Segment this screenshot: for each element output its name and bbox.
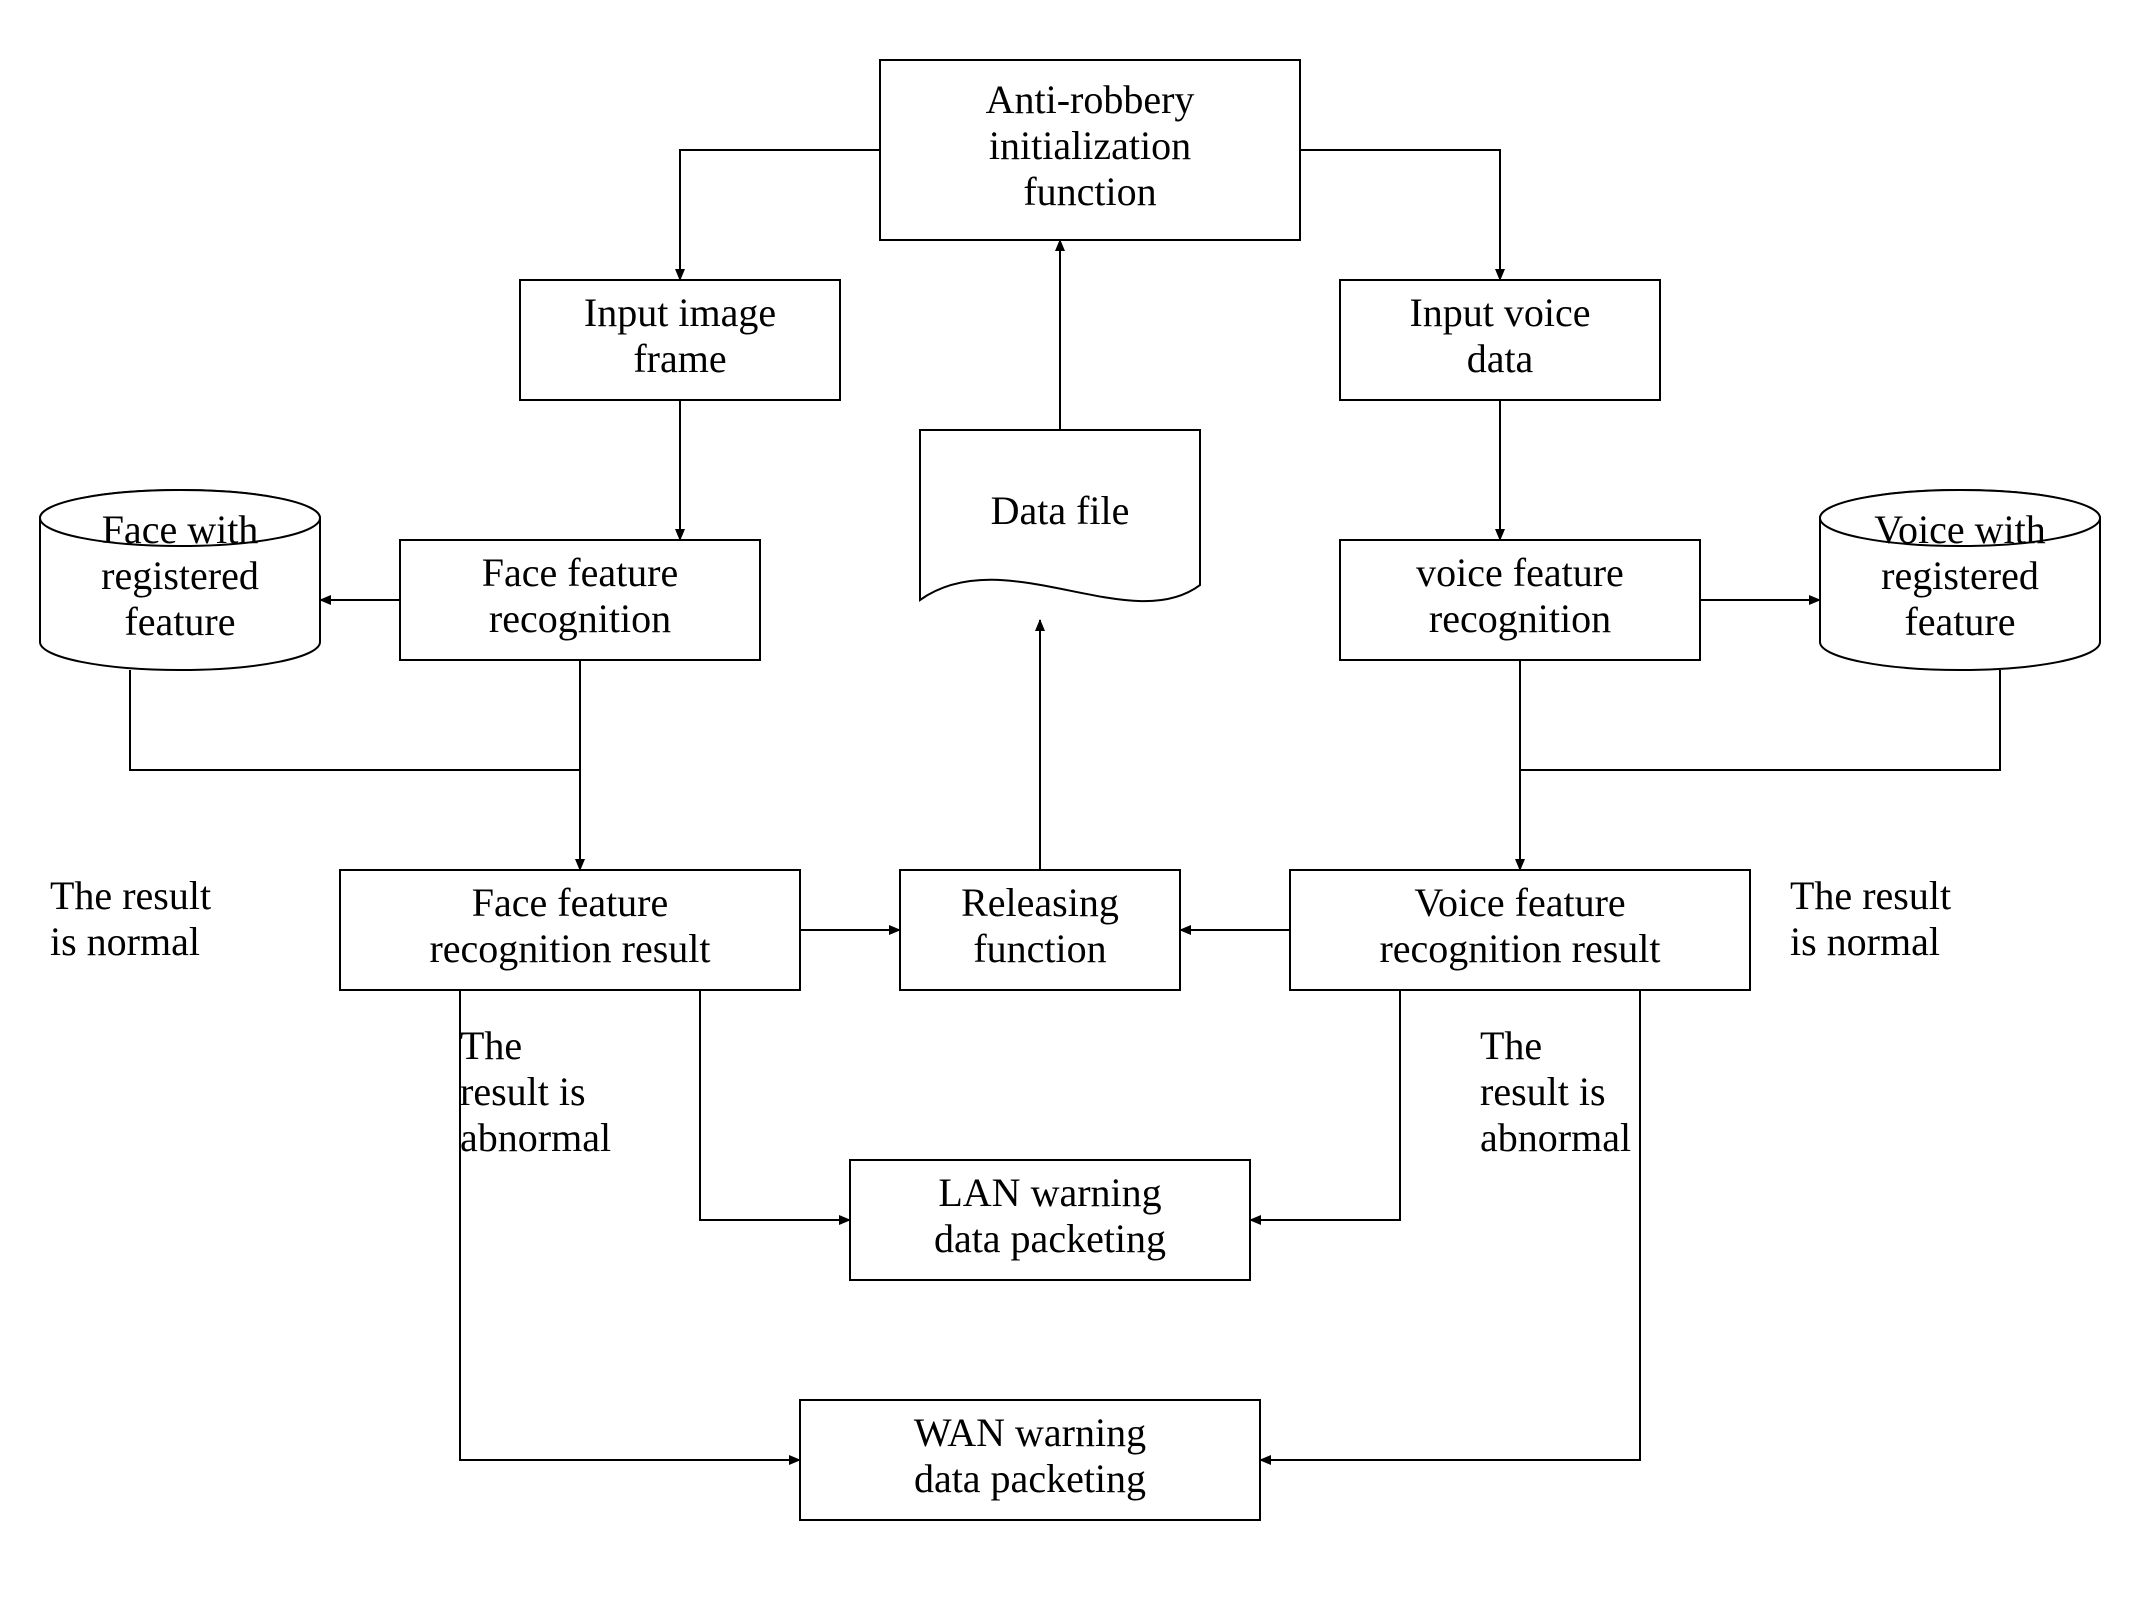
diagram.nodes.face_db-line-1: registered [101, 553, 259, 598]
diagram.nodes.lan-line-1: data packeting [934, 1216, 1166, 1261]
node-face_db: Face withregisteredfeature [40, 490, 320, 670]
node-input_image: Input imageframe [520, 280, 840, 400]
label-right_normal: The resultis normal [1790, 873, 1951, 964]
label-left_abnormal-line-0: The [460, 1023, 522, 1068]
node-wan: WAN warningdata packeting [800, 1400, 1260, 1520]
node-input_voice: Input voicedata [1340, 280, 1660, 400]
diagram.nodes.wan-line-0: WAN warning [914, 1410, 1146, 1455]
diagram.nodes.voice_db-line-2: feature [1904, 599, 2015, 644]
diagram.nodes.face_rec-line-1: recognition [489, 596, 671, 641]
label-left_abnormal: Theresult isabnormal [460, 1023, 611, 1160]
edge-init-to-voice [1300, 150, 1500, 280]
edge-voicer-to-lan [1250, 990, 1400, 1220]
diagram.nodes.init-line-0: Anti-robbery [986, 77, 1195, 122]
label-right_normal-line-0: The result [1790, 873, 1951, 918]
diagram.nodes.init-line-1: initialization [989, 123, 1191, 168]
diagram.nodes.releasing-line-1: function [973, 926, 1106, 971]
diagram.nodes.face_result-line-0: Face feature [472, 880, 669, 925]
label-left_normal: The resultis normal [50, 873, 211, 964]
diagram.nodes.voice_db-line-0: Voice with [1874, 507, 2045, 552]
node-data_file: Data file [920, 430, 1200, 601]
diagram.nodes.face_db-line-0: Face with [102, 507, 259, 552]
node-voice_db: Voice withregisteredfeature [1820, 490, 2100, 670]
edge-voicedb-merge [1520, 670, 2000, 770]
diagram.nodes.init-line-2: function [1023, 169, 1156, 214]
node-voice_result: Voice featurerecognition result [1290, 870, 1750, 990]
diagram.nodes.wan-line-1: data packeting [914, 1456, 1146, 1501]
diagram.nodes.lan-line-0: LAN warning [938, 1170, 1161, 1215]
diagram.nodes.face_rec-line-0: Face feature [482, 550, 679, 595]
diagram.nodes.voice_rec-line-0: voice feature [1416, 550, 1624, 595]
edge-init-to-image [680, 150, 880, 280]
diagram.nodes.data_file-line-0: Data file [991, 488, 1130, 533]
label-right_normal-line-1: is normal [1790, 919, 1940, 964]
diagram.nodes.releasing-line-0: Releasing [961, 880, 1119, 925]
label-left_normal-line-0: The result [50, 873, 211, 918]
label-right_abnormal-line-0: The [1480, 1023, 1542, 1068]
node-releasing: Releasingfunction [900, 870, 1180, 990]
diagram.nodes.input_image-line-1: frame [633, 336, 726, 381]
label-right_abnormal-line-2: abnormal [1480, 1115, 1631, 1160]
edge-facedb-merge [130, 670, 580, 770]
diagram.nodes.voice_db-line-1: registered [1881, 553, 2039, 598]
node-face_result: Face featurerecognition result [340, 870, 800, 990]
node-voice_rec: voice featurerecognition [1340, 540, 1700, 660]
label-left_abnormal-line-1: result is [460, 1069, 586, 1114]
diagram.nodes.input_voice-line-1: data [1467, 336, 1534, 381]
flowchart-canvas: Anti-robberyinitializationfunctionInput … [0, 0, 2143, 1619]
label-left_normal-line-1: is normal [50, 919, 200, 964]
edge-voicer-to-wan [1260, 990, 1640, 1460]
node-lan: LAN warningdata packeting [850, 1160, 1250, 1280]
diagram.nodes.input_image-line-0: Input image [584, 290, 776, 335]
label-right_abnormal-line-1: result is [1480, 1069, 1606, 1114]
diagram.nodes.voice_result-line-0: Voice feature [1414, 880, 1625, 925]
edge-facer-to-lan [700, 990, 850, 1220]
diagram.nodes.voice_result-line-1: recognition result [1379, 926, 1660, 971]
label-left_abnormal-line-2: abnormal [460, 1115, 611, 1160]
node-face_rec: Face featurerecognition [400, 540, 760, 660]
diagram.nodes.voice_rec-line-1: recognition [1429, 596, 1611, 641]
diagram.nodes.face_result-line-1: recognition result [429, 926, 710, 971]
diagram.nodes.face_db-line-2: feature [124, 599, 235, 644]
label-right_abnormal: Theresult isabnormal [1480, 1023, 1631, 1160]
node-init: Anti-robberyinitializationfunction [880, 60, 1300, 240]
diagram.nodes.input_voice-line-0: Input voice [1409, 290, 1590, 335]
